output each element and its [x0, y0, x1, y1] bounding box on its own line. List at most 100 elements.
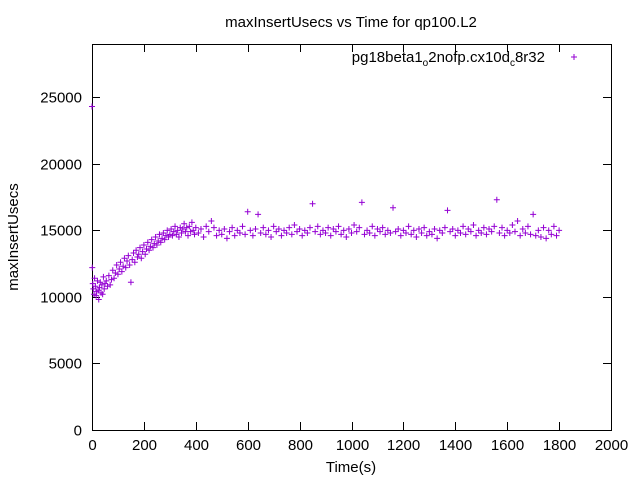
x-tick-label: 800 — [288, 437, 313, 454]
data-point — [488, 228, 495, 235]
data-point — [197, 226, 204, 233]
data-point — [177, 224, 184, 231]
data-point — [273, 228, 280, 235]
data-point — [152, 234, 159, 240]
data-point — [317, 231, 324, 238]
data-point — [148, 236, 155, 243]
data-point — [499, 224, 506, 231]
data-point — [98, 289, 105, 296]
data-point — [395, 226, 402, 233]
data-point — [164, 227, 171, 234]
data-point — [509, 222, 516, 229]
data-point — [550, 223, 557, 230]
data-point — [473, 232, 480, 239]
data-point — [200, 234, 207, 240]
data-point — [101, 285, 108, 292]
data-point — [210, 224, 217, 231]
data-point — [155, 237, 162, 244]
data-point — [179, 226, 186, 233]
data-point — [105, 272, 112, 279]
data-point — [501, 232, 508, 239]
data-point — [447, 228, 454, 235]
y-tick-label: 15000 — [40, 223, 82, 240]
data-point — [348, 230, 355, 237]
data-point — [436, 227, 443, 234]
data-point — [530, 211, 537, 218]
x-tick-label: 200 — [132, 437, 157, 454]
data-point — [304, 230, 311, 237]
data-point — [281, 227, 288, 234]
y-tick-label: 20000 — [40, 157, 82, 174]
data-point — [314, 223, 321, 230]
data-point — [118, 268, 125, 275]
data-point — [299, 232, 306, 239]
x-tick-label: 2000 — [595, 437, 628, 454]
x-tick-label: 1200 — [387, 437, 420, 454]
data-point — [174, 227, 181, 234]
data-point — [514, 218, 521, 225]
x-tick-label: 1000 — [336, 437, 369, 454]
data-point — [140, 241, 147, 248]
data-point — [426, 228, 433, 235]
data-point — [89, 264, 96, 271]
data-point — [475, 227, 482, 234]
data-point — [322, 230, 329, 237]
data-point — [327, 232, 334, 239]
data-point — [428, 231, 435, 238]
data-point — [159, 235, 166, 242]
data-point — [121, 255, 128, 262]
data-point — [543, 235, 550, 242]
data-point — [325, 224, 332, 231]
data-point — [146, 247, 153, 254]
data-point — [226, 228, 233, 235]
x-tick-label: 1400 — [439, 437, 472, 454]
data-point — [460, 223, 467, 230]
data-point — [99, 291, 106, 298]
data-point — [415, 226, 422, 233]
data-point — [116, 265, 123, 272]
data-point — [421, 224, 428, 231]
data-point — [330, 226, 337, 233]
data-point — [457, 230, 464, 237]
data-point — [553, 232, 560, 239]
data-point — [278, 232, 285, 239]
data-point — [113, 261, 120, 268]
data-points — [89, 103, 563, 303]
y-tick-label: 5000 — [49, 356, 82, 373]
data-point — [231, 232, 238, 239]
data-point — [229, 224, 236, 231]
data-point — [89, 103, 95, 110]
data-point — [178, 230, 185, 237]
data-point — [511, 228, 518, 235]
y-axis-ticks: 0 5000 10000 15000 20000 25000 — [40, 90, 611, 440]
data-point — [431, 226, 438, 233]
data-point — [170, 228, 177, 235]
data-point — [371, 232, 378, 239]
data-point — [98, 281, 105, 288]
data-point — [255, 211, 262, 218]
data-point — [268, 234, 275, 240]
data-point — [218, 231, 225, 238]
data-point — [392, 228, 399, 235]
data-point — [335, 223, 342, 230]
data-point — [252, 226, 259, 233]
data-point — [301, 227, 308, 234]
data-point — [379, 224, 386, 231]
data-point — [400, 227, 407, 234]
data-point — [294, 228, 301, 235]
data-point — [390, 204, 397, 211]
data-point — [91, 275, 98, 282]
data-point — [465, 226, 472, 233]
data-point — [434, 235, 441, 242]
data-point — [413, 234, 420, 240]
data-point — [203, 223, 210, 230]
data-point — [190, 227, 197, 234]
legend: pg18beta1o2nofp.cx10dc8r32 — [352, 49, 577, 69]
data-point — [387, 230, 394, 237]
data-point — [100, 273, 107, 280]
data-point — [286, 224, 293, 231]
data-point — [151, 240, 158, 247]
data-point — [129, 256, 136, 263]
data-point — [405, 223, 412, 230]
data-point — [192, 224, 199, 231]
